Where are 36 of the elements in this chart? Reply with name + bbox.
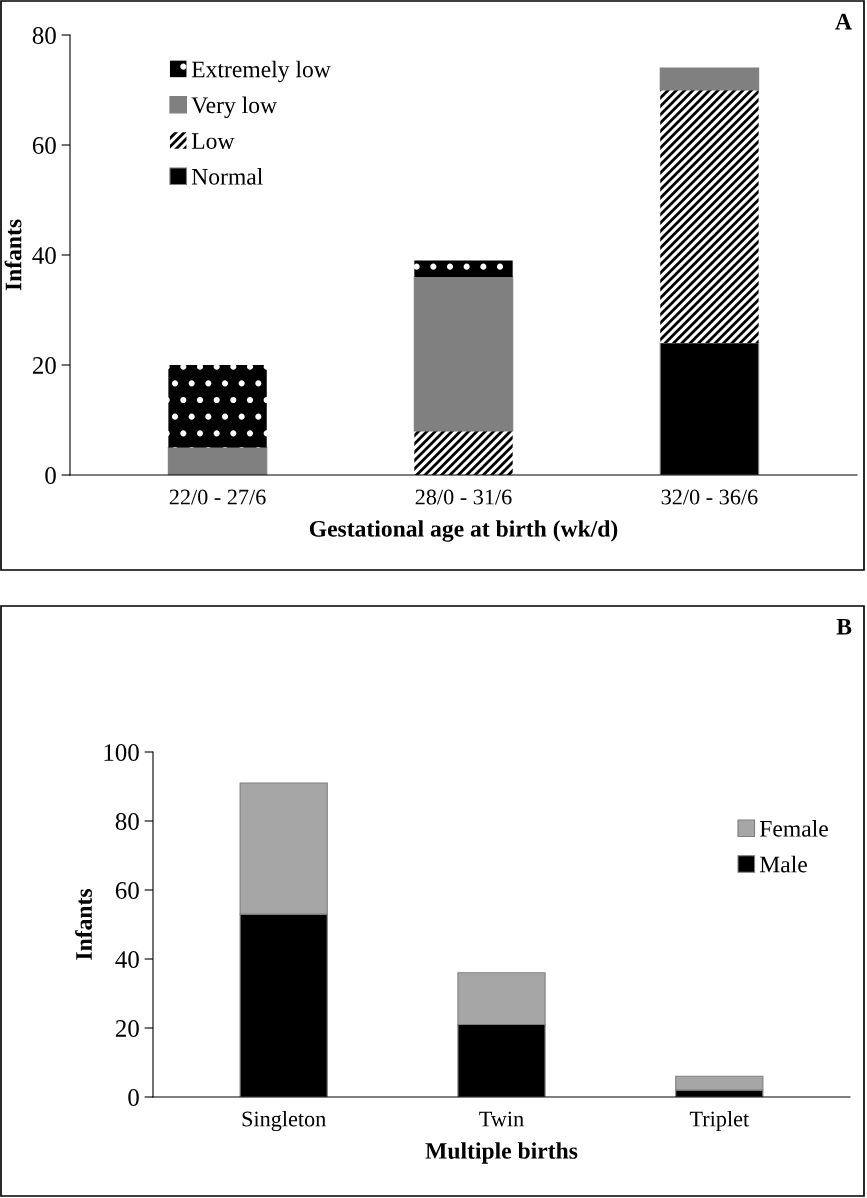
- y-tick-label: 0: [45, 467, 56, 484]
- bar: [168, 365, 267, 448]
- y-tick-label: 80: [32, 27, 56, 44]
- y-tick-label: 60: [32, 137, 56, 154]
- legend-label: Low: [191, 133, 235, 149]
- y-tick-label: 20: [32, 357, 56, 374]
- bar: [660, 90, 759, 343]
- legend-label: Female: [759, 820, 828, 837]
- chart-title: A: [835, 13, 852, 30]
- x-axis-title: Multiple births: [425, 1142, 578, 1164]
- x-tick-label: Singleton: [242, 1110, 326, 1132]
- y-tick-label: 40: [115, 951, 139, 968]
- y-tick-label: 20: [115, 1020, 139, 1037]
- y-axis-title: Infants: [75, 888, 92, 960]
- x-tick-label: 28/0 - 31/6: [415, 489, 512, 505]
- x-axis-title: Gestational age at birth (wk/d): [309, 520, 618, 542]
- y-tick-label: 0: [128, 1089, 139, 1106]
- chart-title: B: [836, 618, 852, 635]
- x-tick-label: Twin: [479, 1111, 524, 1127]
- y-axis-title: Infants: [4, 219, 22, 291]
- bar: [659, 67, 760, 91]
- x-tick-label: Triplet: [689, 1110, 750, 1132]
- x-tick-label: 22/0 - 27/6: [169, 489, 266, 505]
- y-tick-label: 80: [115, 813, 139, 830]
- bar: [414, 260, 513, 277]
- y-tick-label: 60: [115, 882, 139, 899]
- bar: [414, 431, 513, 475]
- bar: [167, 446, 268, 475]
- legend-label: Normal: [191, 168, 263, 185]
- y-tick-label: 40: [32, 247, 56, 264]
- legend-label: Extremely low: [191, 60, 331, 83]
- y-tick-label: 100: [104, 744, 139, 761]
- x-tick-label: 32/0 - 36/6: [661, 489, 758, 505]
- legend-label: Very low: [191, 96, 277, 119]
- legend-label: Male: [759, 855, 807, 873]
- bar: [413, 276, 514, 432]
